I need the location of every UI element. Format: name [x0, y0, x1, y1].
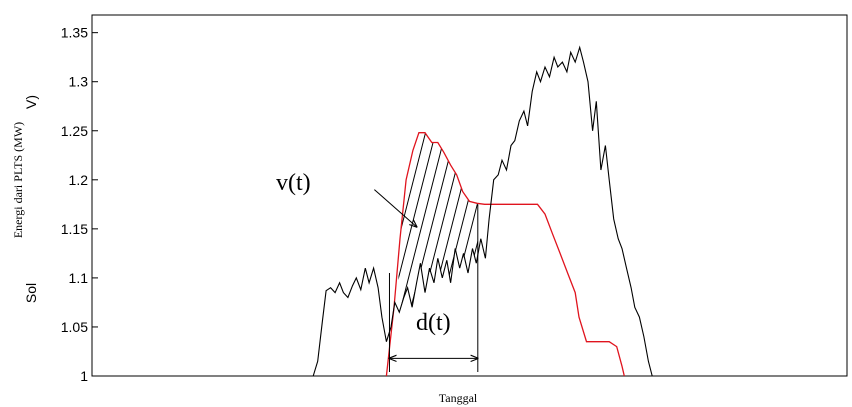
hatch-line	[499, 121, 559, 356]
hatch-line	[398, 132, 450, 311]
series-line-pv	[312, 45, 653, 377]
y-tick-label: 1.2	[69, 172, 89, 188]
hatch-line	[428, 132, 478, 311]
y-axis-label-fragment-v: V)	[23, 95, 39, 109]
y-tick-label: 1.3	[69, 74, 89, 90]
area-pointer-arrow	[374, 189, 416, 227]
y-tick-label: 1.05	[61, 319, 88, 335]
hatch-line	[489, 121, 549, 356]
annotation-vt: v(t)	[276, 170, 311, 196]
plot-frame	[91, 14, 848, 377]
hatch-line	[448, 132, 478, 311]
y-axis-label-fragment-sol: Sol	[23, 283, 39, 303]
y-tick-label: 1.25	[61, 123, 88, 139]
y-tick-label: 1.1	[69, 270, 89, 286]
hatch-line	[398, 132, 440, 311]
y-tick-label: 1	[80, 368, 88, 384]
y-axis-label: Energi dari PLTS (MW)	[11, 122, 25, 238]
y-axis-tick-labels: 1 1.05 1.1 1.15 1.2 1.25 1.3 1.35	[61, 25, 88, 384]
x-axis-label: Tanggal	[439, 391, 478, 405]
series-line-limit	[385, 132, 625, 377]
hatch-line	[438, 132, 478, 311]
hatched-area-v	[398, 121, 559, 356]
annotation-dt: d(t)	[416, 310, 451, 336]
y-tick-label: 1.15	[61, 221, 88, 237]
y-tick-label: 1.35	[61, 25, 88, 41]
y-axis-ticks	[92, 32, 98, 377]
